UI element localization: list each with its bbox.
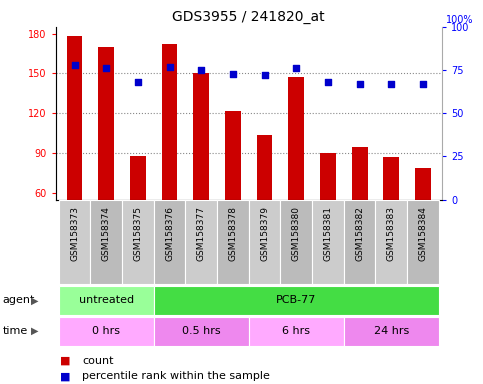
- Bar: [154, 286, 439, 315]
- Text: GSM158384: GSM158384: [418, 207, 427, 262]
- Bar: [288, 78, 304, 200]
- Text: GSM158383: GSM158383: [387, 207, 396, 262]
- Bar: [344, 200, 375, 284]
- Text: 6 hrs: 6 hrs: [282, 326, 310, 336]
- Text: PCB-77: PCB-77: [276, 295, 316, 306]
- Text: GSM158379: GSM158379: [260, 207, 269, 262]
- Bar: [59, 317, 154, 346]
- Text: ▶: ▶: [31, 326, 39, 336]
- Bar: [281, 200, 312, 284]
- Bar: [130, 156, 146, 200]
- Point: [71, 62, 78, 68]
- Bar: [415, 168, 431, 200]
- Point: [261, 72, 269, 78]
- Bar: [312, 200, 344, 284]
- Bar: [122, 200, 154, 284]
- Text: ▶: ▶: [31, 295, 39, 306]
- Point: [134, 79, 142, 85]
- Point: [229, 71, 237, 77]
- Title: GDS3955 / 241820_at: GDS3955 / 241820_at: [172, 10, 325, 25]
- Point: [419, 81, 427, 87]
- Bar: [375, 200, 407, 284]
- Point: [387, 81, 395, 87]
- Point: [324, 79, 332, 85]
- Text: 24 hrs: 24 hrs: [374, 326, 409, 336]
- Text: GSM158377: GSM158377: [197, 207, 206, 262]
- Text: GSM158376: GSM158376: [165, 207, 174, 262]
- Bar: [384, 157, 399, 200]
- Text: GSM158382: GSM158382: [355, 207, 364, 262]
- Point: [166, 64, 173, 70]
- Bar: [352, 147, 368, 200]
- Point: [102, 65, 110, 71]
- Bar: [59, 286, 154, 315]
- Text: ■: ■: [60, 371, 71, 381]
- Text: percentile rank within the sample: percentile rank within the sample: [82, 371, 270, 381]
- Bar: [154, 200, 185, 284]
- Text: count: count: [82, 356, 114, 366]
- Text: time: time: [2, 326, 28, 336]
- Text: GSM158374: GSM158374: [102, 207, 111, 262]
- Text: 0 hrs: 0 hrs: [92, 326, 120, 336]
- Text: GSM158373: GSM158373: [70, 207, 79, 262]
- Text: 0.5 hrs: 0.5 hrs: [182, 326, 221, 336]
- Bar: [67, 36, 83, 200]
- Point: [356, 81, 364, 87]
- Bar: [249, 317, 344, 346]
- Text: agent: agent: [2, 295, 35, 306]
- Text: GSM158380: GSM158380: [292, 207, 301, 262]
- Text: untreated: untreated: [79, 295, 134, 306]
- Text: GSM158375: GSM158375: [133, 207, 142, 262]
- Text: GSM158381: GSM158381: [324, 207, 332, 262]
- Text: ■: ■: [60, 356, 71, 366]
- Bar: [249, 200, 281, 284]
- Point: [198, 67, 205, 73]
- Bar: [225, 111, 241, 200]
- Bar: [217, 200, 249, 284]
- Bar: [193, 73, 209, 200]
- Point: [292, 65, 300, 71]
- Bar: [162, 44, 177, 200]
- Bar: [256, 134, 272, 200]
- Bar: [59, 200, 90, 284]
- Bar: [154, 317, 249, 346]
- Bar: [99, 47, 114, 200]
- Bar: [90, 200, 122, 284]
- Bar: [344, 317, 439, 346]
- Text: 100%: 100%: [446, 15, 474, 25]
- Bar: [320, 153, 336, 200]
- Text: GSM158378: GSM158378: [228, 207, 238, 262]
- Bar: [185, 200, 217, 284]
- Bar: [407, 200, 439, 284]
